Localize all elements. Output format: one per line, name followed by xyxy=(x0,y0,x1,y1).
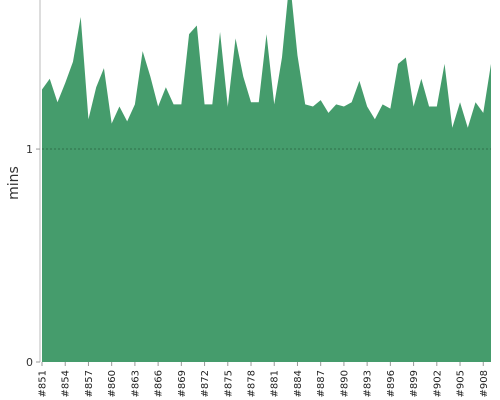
x-tick-label: #863 xyxy=(130,370,141,397)
x-tick-label: #899 xyxy=(409,370,420,397)
x-tick-label: #866 xyxy=(154,370,165,397)
x-tick-label: #851 xyxy=(38,370,49,397)
x-tick-label: #857 xyxy=(84,370,95,397)
plot-area xyxy=(42,0,491,362)
x-tick-label: #860 xyxy=(107,370,118,397)
y-axis-title: mins xyxy=(6,166,22,200)
x-tick-label: #893 xyxy=(363,370,374,397)
x-tick-label: #887 xyxy=(316,370,327,397)
x-tick-label: #878 xyxy=(247,370,258,397)
series-area xyxy=(42,0,491,362)
x-tick-label: #854 xyxy=(61,370,72,397)
x-tick-label: #881 xyxy=(270,370,281,397)
x-tick-label: #869 xyxy=(177,370,188,397)
y-tick-label: 0 xyxy=(26,356,33,369)
x-tick-label: #896 xyxy=(386,370,397,397)
x-tick-label: #890 xyxy=(339,370,350,397)
x-tick-label: #872 xyxy=(200,370,211,397)
x-tick-label: #875 xyxy=(223,370,234,397)
x-tick-label: #905 xyxy=(456,370,467,397)
x-tick-label: #884 xyxy=(293,370,304,397)
x-tick-label: #908 xyxy=(479,370,490,397)
x-axis-ticks: #851 #854 #857 #860 #863 #866 #869 #872 #875 #878… xyxy=(38,362,490,397)
y-axis-ticks: 01 xyxy=(26,143,40,369)
x-tick-label: #902 xyxy=(432,370,443,397)
y-tick-label: 1 xyxy=(26,143,33,156)
